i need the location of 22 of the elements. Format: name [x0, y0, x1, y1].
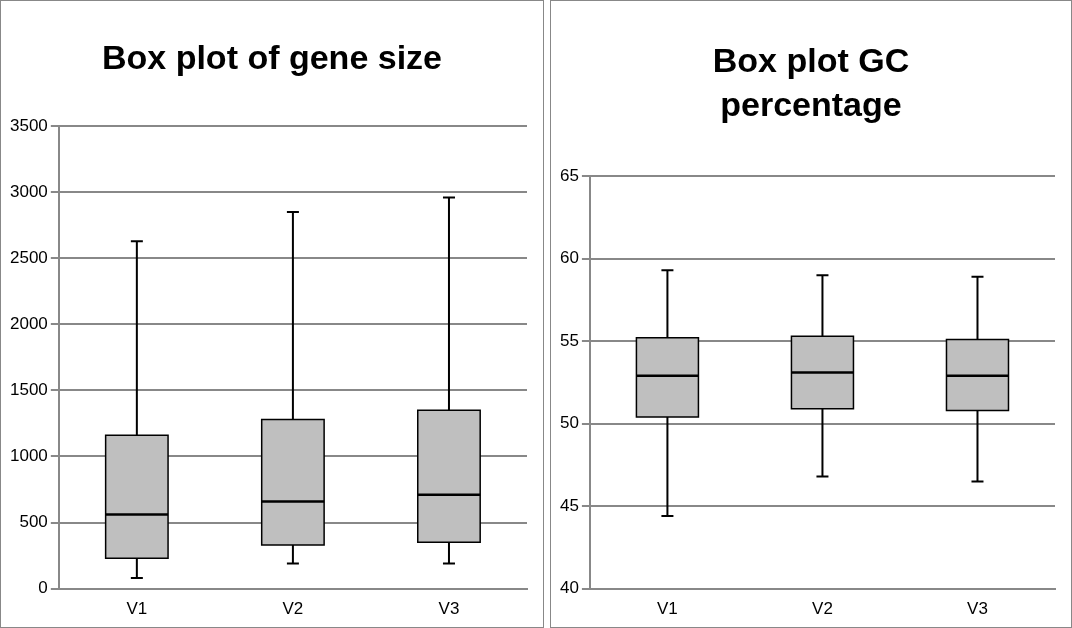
y-tick-label: 40: [559, 578, 579, 598]
x-tick-label: V3: [438, 599, 460, 619]
x-tick-label: V1: [126, 599, 148, 619]
y-tick-label: 3500: [9, 115, 48, 135]
x-tick-label: V3: [967, 599, 988, 619]
chart-title: Box plot GC percentage: [711, 40, 911, 125]
y-tick-label: 45: [559, 495, 579, 515]
y-tick-label: 500: [19, 512, 48, 532]
y-tick-label: 1500: [9, 380, 48, 400]
y-tick-label: 2000: [9, 314, 48, 334]
y-tick-label: 3000: [9, 181, 48, 201]
chart-title: Box plot of gene size: [100, 37, 443, 78]
y-tick-label: 60: [559, 248, 579, 268]
x-tick-label: V2: [282, 599, 304, 619]
y-tick-label: 0: [38, 578, 48, 598]
y-tick-label: 65: [559, 165, 579, 185]
y-tick-label: 55: [559, 330, 579, 350]
x-tick-label: V2: [812, 599, 833, 619]
y-tick-label: 1000: [9, 446, 48, 466]
x-tick-label: V1: [657, 599, 678, 619]
y-tick-label: 50: [559, 413, 579, 433]
y-tick-label: 2500: [9, 248, 48, 267]
